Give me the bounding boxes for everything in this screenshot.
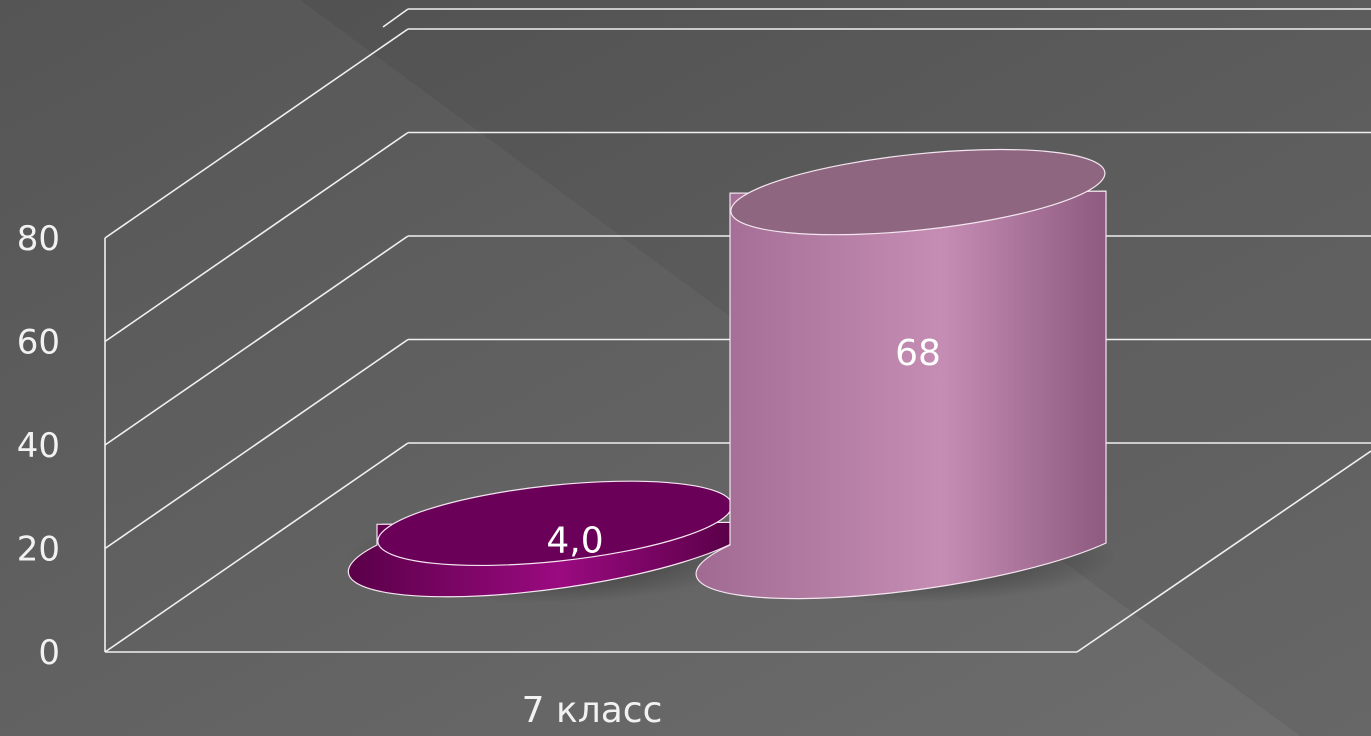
data-label: 4,0 <box>546 520 603 561</box>
y-tick-label: 40 <box>17 426 60 466</box>
y-tick-label: 80 <box>17 219 60 259</box>
data-label: 68 <box>895 333 941 374</box>
gridline-diagonal <box>104 442 409 653</box>
y-axis: 0 20 40 60 80 <box>17 219 60 673</box>
gridline-diagonal <box>104 338 409 550</box>
x-tick-label: 7 класс <box>522 690 663 731</box>
gridline-diagonal-top <box>382 8 409 28</box>
y-tick-label: 0 <box>38 633 60 673</box>
y-tick-label: 60 <box>17 323 60 363</box>
bar-cylinder-top <box>730 148 1106 236</box>
floor-right-edge <box>1076 450 1371 653</box>
data-labels: 4,0 68 <box>546 333 941 561</box>
y-tick-label: 20 <box>17 530 60 570</box>
gridline-diagonal <box>104 235 409 446</box>
x-axis: 7 класс <box>522 690 663 731</box>
gridline-diagonal <box>104 28 409 239</box>
bars <box>347 148 1116 603</box>
bar-cylinder-body <box>695 190 1107 600</box>
gridline-diagonal <box>104 131 409 343</box>
